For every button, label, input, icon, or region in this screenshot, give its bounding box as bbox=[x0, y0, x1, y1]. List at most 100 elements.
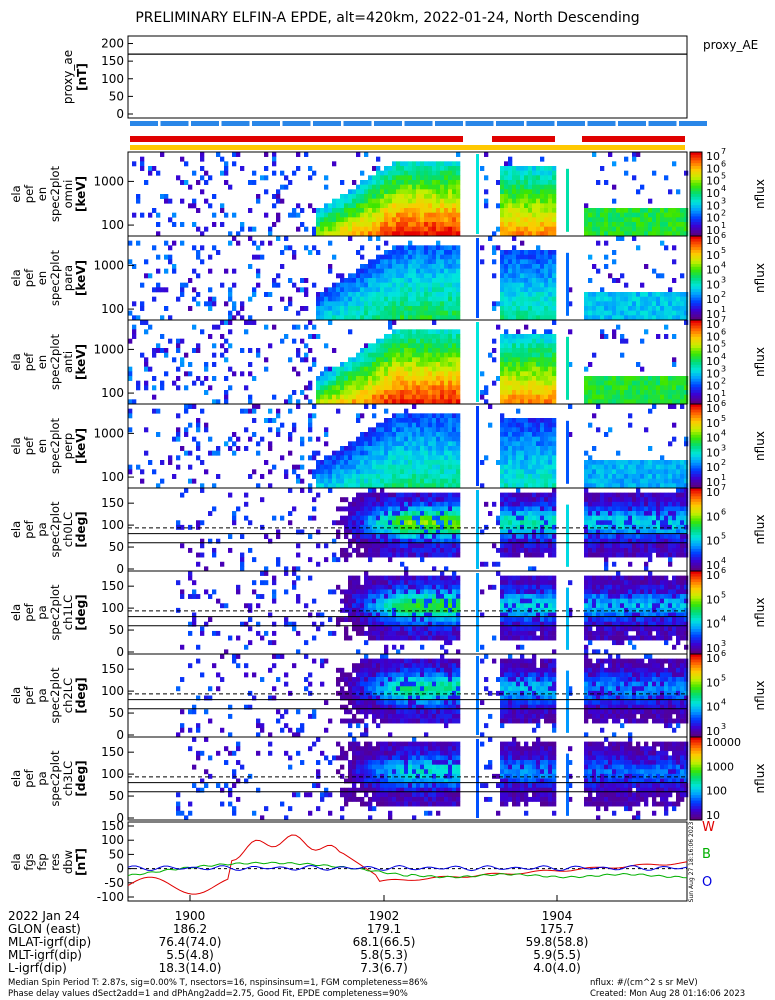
mag-axis-label: res bbox=[48, 853, 62, 871]
panel-axis-label: pa bbox=[35, 522, 49, 536]
colorbar-tick-exponent: 4 bbox=[721, 615, 726, 624]
colorbar-title: nflux bbox=[753, 263, 767, 293]
colorbar-tick-exponent: 5 bbox=[721, 340, 726, 349]
mag-ytick-label: 50 bbox=[109, 847, 124, 861]
colorbar-title: nflux bbox=[753, 598, 767, 628]
panel-axis-label: ela bbox=[9, 353, 23, 370]
proxy-ae-side-label: proxy_AE bbox=[703, 38, 759, 52]
pa-ytick-label: 100 bbox=[101, 767, 124, 781]
colorbar-tick-exponent: 1 bbox=[721, 221, 726, 230]
proxy-ae-ytick-label: 100 bbox=[101, 72, 124, 86]
spin-bar-segment bbox=[282, 121, 311, 126]
proxy-ae-frame bbox=[127, 35, 688, 119]
pa-ytick-label: 150 bbox=[101, 662, 124, 676]
spin-bar-segment bbox=[557, 121, 585, 126]
colorbar-title: nflux bbox=[753, 764, 767, 794]
panel-axis-label: [deg] bbox=[74, 760, 88, 796]
colorbar-tick-label: 10 bbox=[706, 432, 720, 445]
time-table-labels: 2022 Jan 24 GLON (east) MLAT-igrf(dip) M… bbox=[8, 910, 91, 975]
panel-axis-label: [keV] bbox=[74, 260, 88, 296]
panel-axis-label: pa bbox=[35, 605, 49, 619]
colorbar-tick-exponent: 5 bbox=[721, 172, 726, 181]
colorbar-tick-exponent: 7 bbox=[721, 147, 726, 156]
colorbar-tick-label: 10 bbox=[706, 162, 720, 175]
footer-line-2: Phase delay values dSect2add=1 and dPhAn… bbox=[8, 989, 408, 999]
panel-axis-label: spec2plot bbox=[48, 501, 62, 558]
gap-column bbox=[566, 420, 569, 484]
colorbar-tick-label: 10 bbox=[706, 461, 720, 474]
panel-axis-label: ch3LC bbox=[61, 761, 75, 796]
colorbar-tick-label: 10 bbox=[706, 175, 720, 188]
panel-axis-label: spec2plot bbox=[48, 750, 62, 807]
coverage-bar-red bbox=[130, 136, 463, 142]
energy-ytick-label: 100 bbox=[101, 386, 124, 400]
spectrogram-panel-5 bbox=[176, 488, 689, 572]
colorbar-tick-exponent: 3 bbox=[721, 639, 726, 648]
colorbar-3 bbox=[689, 319, 703, 405]
colorbar-tick-exponent: 2 bbox=[721, 290, 726, 299]
mag-ytick-label: 150 bbox=[101, 819, 124, 833]
gap-column bbox=[476, 656, 479, 735]
colorbar-tick-label: 10000 bbox=[706, 736, 741, 749]
plot-title: PRELIMINARY ELFIN-A EPDE, alt=420km, 202… bbox=[135, 10, 640, 26]
spectrogram-panel-6 bbox=[176, 571, 689, 655]
gap-column bbox=[476, 238, 479, 318]
pa-ytick-label: 100 bbox=[101, 601, 124, 615]
gap-column bbox=[476, 154, 479, 234]
gap-column bbox=[476, 739, 479, 818]
panel-axis-label: pa bbox=[35, 688, 49, 702]
mag-legend-w: W bbox=[702, 820, 715, 835]
mag-ytick-label: -50 bbox=[104, 876, 124, 890]
spectrogram-frame-8 bbox=[127, 736, 688, 821]
proxy-ae-ytick-label: 150 bbox=[101, 54, 124, 68]
spin-bar-segment bbox=[404, 121, 433, 126]
colorbar-tick-label: 10 bbox=[706, 308, 720, 321]
colorbar-tick-exponent: 5 bbox=[721, 414, 726, 423]
spin-bar-segment bbox=[679, 121, 707, 126]
time-table-col-1904: 1904 175.7 59.8(58.8) 5.9(5.5) 4.0(4.0) bbox=[525, 909, 589, 975]
row-label-glon: GLON (east) bbox=[8, 922, 81, 936]
colorbar-tick-label: 10 bbox=[706, 476, 720, 489]
panel-axis-label: spec2plot bbox=[48, 667, 62, 724]
energy-ytick-label: 100 bbox=[101, 302, 124, 316]
colorbar-tick-exponent: 1 bbox=[721, 473, 726, 482]
mag-legend-o: O bbox=[702, 875, 712, 890]
colorbar-tick-exponent: 2 bbox=[721, 377, 726, 386]
spin-bar-segment bbox=[648, 121, 677, 126]
panel-axis-label: spec2plot bbox=[48, 165, 62, 222]
spin-bar-segment bbox=[252, 121, 280, 126]
colorbar-tick-label: 10 bbox=[706, 380, 720, 393]
colorbar-tick-label: 10 bbox=[706, 249, 720, 262]
spin-bar-segment bbox=[221, 121, 250, 126]
colorbar-2 bbox=[689, 235, 703, 321]
colorbar-tick-label: 1000 bbox=[706, 760, 734, 773]
colorbar-tick-label: 10 bbox=[706, 402, 720, 415]
colorbar-tick-exponent: 7 bbox=[721, 483, 726, 492]
colorbar-4 bbox=[689, 403, 703, 489]
panel-axis-label: ela bbox=[9, 185, 23, 202]
panel-axis-label: [deg] bbox=[74, 677, 88, 713]
panel-axis-label: pef bbox=[22, 768, 36, 787]
colorbar-tick-exponent: 6 bbox=[721, 507, 726, 516]
colorbar-tick-exponent: 4 bbox=[721, 184, 726, 193]
colorbar-tick-label: 10 bbox=[706, 417, 720, 430]
colorbar-5 bbox=[689, 487, 703, 572]
spin-bar-segment bbox=[618, 121, 646, 126]
spin-bar-segment bbox=[313, 121, 341, 126]
colorbar-tick-exponent: 6 bbox=[721, 231, 726, 240]
panel-axis-label: omni bbox=[61, 180, 75, 209]
colorbar-tick-exponent: 6 bbox=[721, 649, 726, 658]
colorbar-tick-exponent: 4 bbox=[721, 261, 726, 270]
spectrogram-panel-3 bbox=[128, 320, 689, 405]
pa-ytick-label: 100 bbox=[101, 518, 124, 532]
spectrogram-panel-2 bbox=[128, 236, 689, 321]
row-label-mlat: MLAT-igrf(dip) bbox=[8, 935, 92, 949]
panel-axis-label: ela bbox=[9, 687, 23, 704]
pa-ytick-label: 0 bbox=[116, 645, 124, 659]
panel-axis-label: para bbox=[61, 265, 75, 291]
mag-series-w bbox=[127, 834, 688, 895]
colorbar-tick-label: 10 bbox=[706, 569, 720, 582]
colorbar-title: nflux bbox=[753, 179, 767, 209]
colorbar-title: nflux bbox=[753, 515, 767, 545]
